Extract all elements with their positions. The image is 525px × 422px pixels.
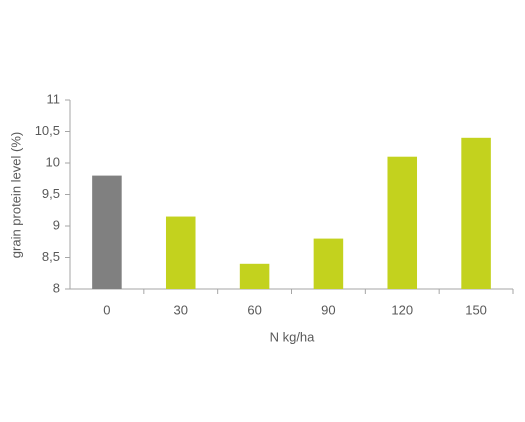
y-tick-label: 10,5 — [35, 123, 60, 138]
x-tick-label: 0 — [103, 302, 110, 317]
x-tick-label: 30 — [174, 302, 188, 317]
x-tick-label: 150 — [465, 302, 487, 317]
y-tick-label: 10 — [46, 154, 60, 169]
x-tick-label: 90 — [321, 302, 335, 317]
y-axis-label: grain protein level (%) — [8, 132, 23, 258]
x-axis-label: N kg/ha — [270, 329, 316, 344]
y-tick-label: 8 — [53, 280, 60, 295]
y-tick-label: 9 — [53, 217, 60, 232]
y-tick-label: 11 — [47, 91, 61, 106]
x-tick-label: 120 — [391, 302, 413, 317]
y-tick-label: 8,5 — [42, 249, 60, 264]
x-tick-label: 60 — [247, 302, 261, 317]
bar — [239, 263, 270, 289]
bar — [387, 156, 418, 289]
y-tick-label: 9,5 — [42, 186, 60, 201]
bar — [461, 137, 491, 289]
bar — [165, 216, 196, 289]
bar — [313, 238, 344, 289]
bar — [92, 175, 122, 289]
